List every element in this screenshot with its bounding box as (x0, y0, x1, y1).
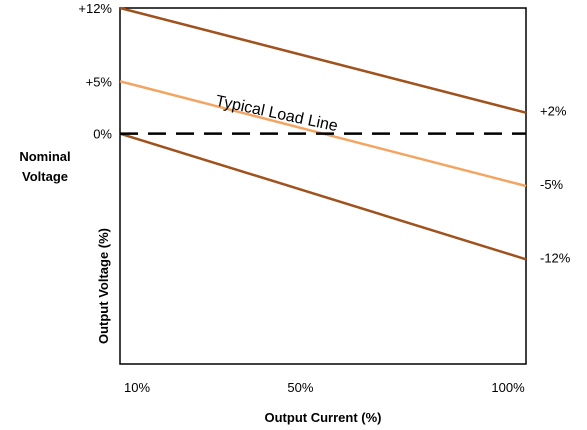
lower-limit-line (119, 132, 527, 261)
x-tick-label: 50% (287, 380, 313, 395)
annotation-label: Typical Load Line (214, 93, 339, 136)
y-tick-label-left: +12% (78, 1, 112, 16)
tick-labels: 10% 50% 100% +12% +5% 0% +2% -5% -12% (78, 1, 570, 395)
series-layer (119, 6, 527, 261)
y-side-label-line-2: Voltage (22, 169, 68, 184)
y-tick-label-right: +2% (540, 104, 567, 119)
y-tick-label-right: -12% (540, 250, 571, 265)
y-tick-label-right: -5% (540, 177, 564, 192)
upper-limit-line (119, 6, 527, 114)
y-tick-label-left: 0% (93, 127, 112, 142)
x-tick-label: 10% (124, 380, 150, 395)
x-tick-label: 100% (491, 380, 525, 395)
x-axis-label: Output Current (%) (265, 410, 382, 425)
y-tick-label-left: +5% (86, 74, 113, 89)
y-axis-label: Output Voltage (%) (96, 228, 111, 344)
y-side-label-line-1: Nominal (19, 149, 70, 164)
